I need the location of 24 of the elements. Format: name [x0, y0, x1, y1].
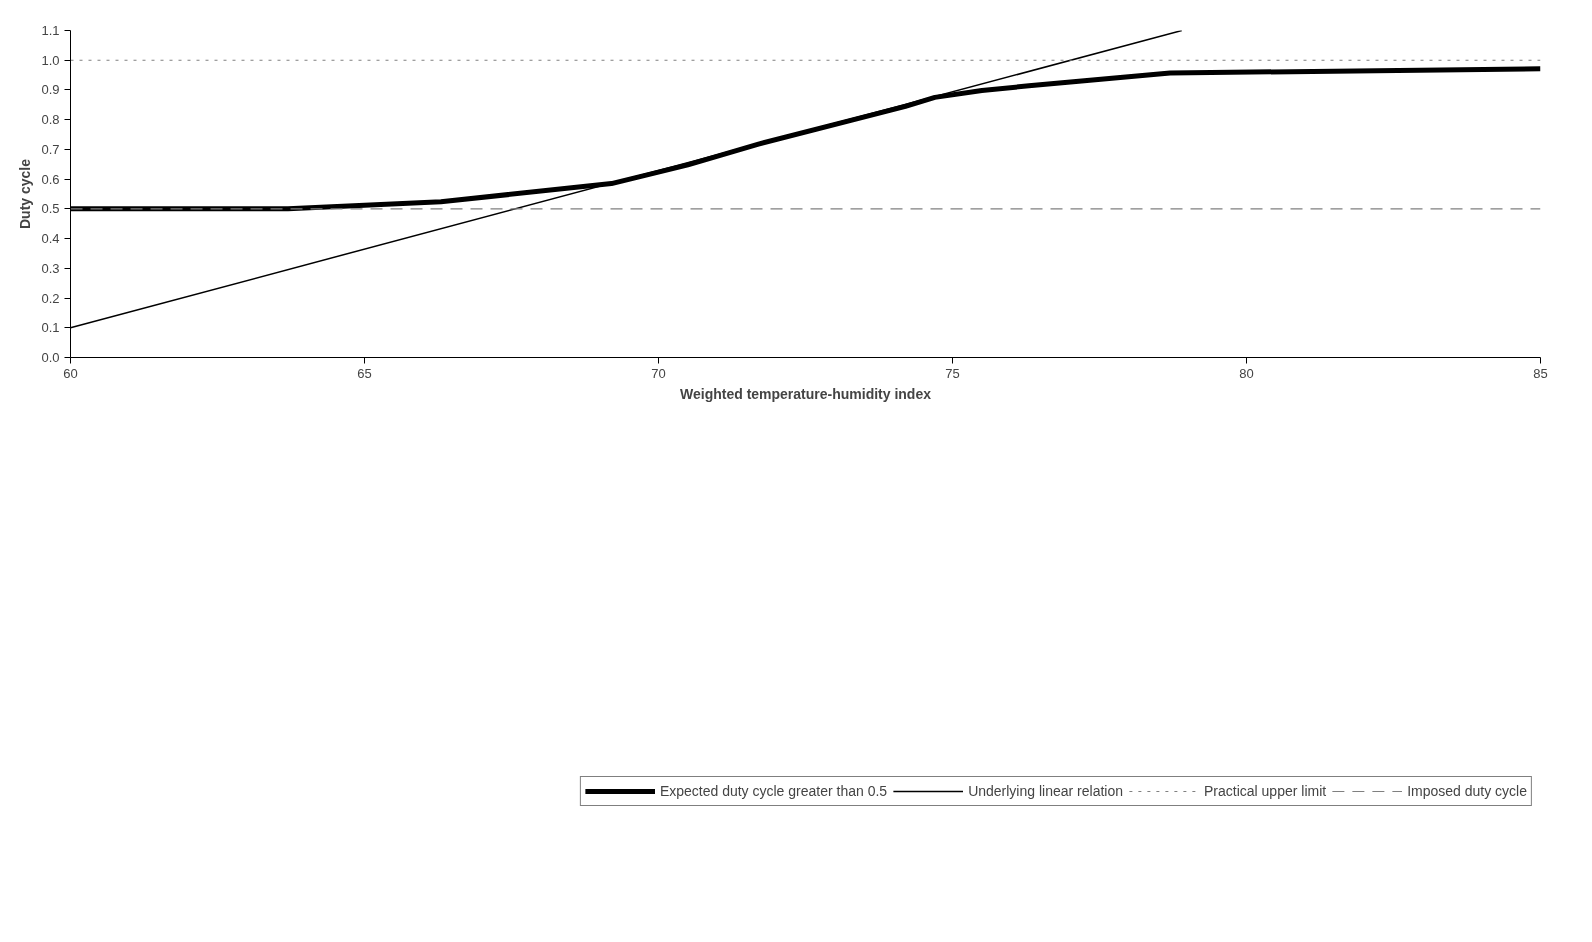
y-axis-title: Duty cycle	[17, 158, 34, 230]
x-axis-title: Weighted temperature-humidity index	[680, 385, 932, 402]
legend-label: Underlying linear relation	[968, 783, 1123, 799]
y-tick-label: 1.0	[41, 52, 60, 68]
y-tick-label: 0.2	[41, 290, 60, 306]
y-tick-label: 0.0	[41, 350, 60, 365]
legend-label: Imposed duty cycle	[1407, 783, 1527, 799]
x-tick-label: 65	[357, 365, 372, 381]
legend-label: Expected duty cycle greater than 0.5	[659, 783, 888, 799]
y-tick-label: 0.5	[41, 201, 60, 217]
y-tick-label: 0.8	[41, 112, 60, 128]
y-tick-label: 0.3	[41, 260, 60, 276]
y-tick-label: 0.4	[41, 231, 60, 247]
legend-label: Practical upper limit	[1204, 783, 1327, 799]
y-tick-label: 0.7	[41, 141, 60, 157]
y-tick-label: 1.1	[41, 23, 60, 38]
y-tick-label: 0.6	[41, 171, 60, 187]
x-tick-label: 75	[945, 365, 960, 381]
x-tick-label: 70	[651, 365, 666, 381]
x-tick-label: 80	[1239, 365, 1254, 381]
y-tick-label: 0.9	[41, 82, 60, 98]
x-tick-label: 85	[1533, 365, 1548, 381]
x-tick-label: 60	[63, 365, 78, 381]
y-tick-label: 0.1	[41, 320, 60, 336]
